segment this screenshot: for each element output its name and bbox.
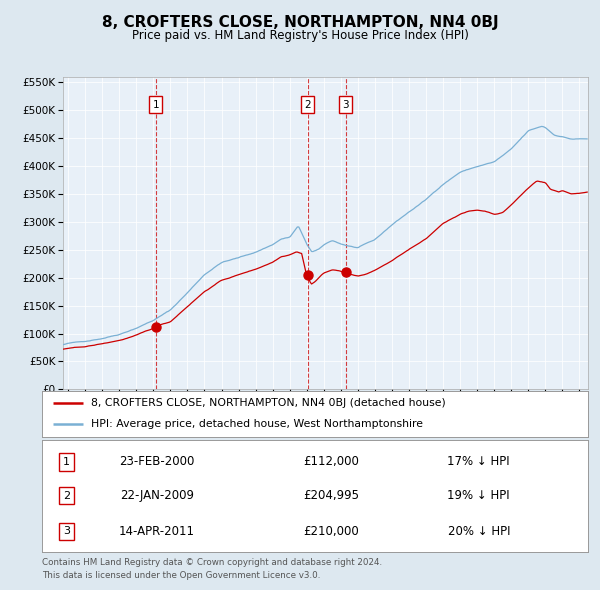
Text: 2: 2 — [63, 491, 70, 500]
Text: 2: 2 — [304, 100, 311, 110]
Text: 17% ↓ HPI: 17% ↓ HPI — [448, 455, 510, 468]
Text: 14-APR-2011: 14-APR-2011 — [119, 525, 194, 538]
Text: 3: 3 — [63, 526, 70, 536]
Text: 23-FEB-2000: 23-FEB-2000 — [119, 455, 194, 468]
Text: 19% ↓ HPI: 19% ↓ HPI — [448, 489, 510, 502]
Text: £204,995: £204,995 — [304, 489, 359, 502]
Text: 1: 1 — [152, 100, 159, 110]
Text: 20% ↓ HPI: 20% ↓ HPI — [448, 525, 510, 538]
Text: 8, CROFTERS CLOSE, NORTHAMPTON, NN4 0BJ (detached house): 8, CROFTERS CLOSE, NORTHAMPTON, NN4 0BJ … — [91, 398, 446, 408]
Text: 22-JAN-2009: 22-JAN-2009 — [119, 489, 194, 502]
Text: 3: 3 — [343, 100, 349, 110]
Text: Price paid vs. HM Land Registry's House Price Index (HPI): Price paid vs. HM Land Registry's House … — [131, 30, 469, 42]
Text: This data is licensed under the Open Government Licence v3.0.: This data is licensed under the Open Gov… — [42, 571, 320, 579]
Text: £210,000: £210,000 — [304, 525, 359, 538]
Text: 1: 1 — [63, 457, 70, 467]
Text: HPI: Average price, detached house, West Northamptonshire: HPI: Average price, detached house, West… — [91, 419, 423, 429]
Text: Contains HM Land Registry data © Crown copyright and database right 2024.: Contains HM Land Registry data © Crown c… — [42, 558, 382, 566]
Text: £112,000: £112,000 — [304, 455, 359, 468]
Text: 8, CROFTERS CLOSE, NORTHAMPTON, NN4 0BJ: 8, CROFTERS CLOSE, NORTHAMPTON, NN4 0BJ — [101, 15, 499, 30]
